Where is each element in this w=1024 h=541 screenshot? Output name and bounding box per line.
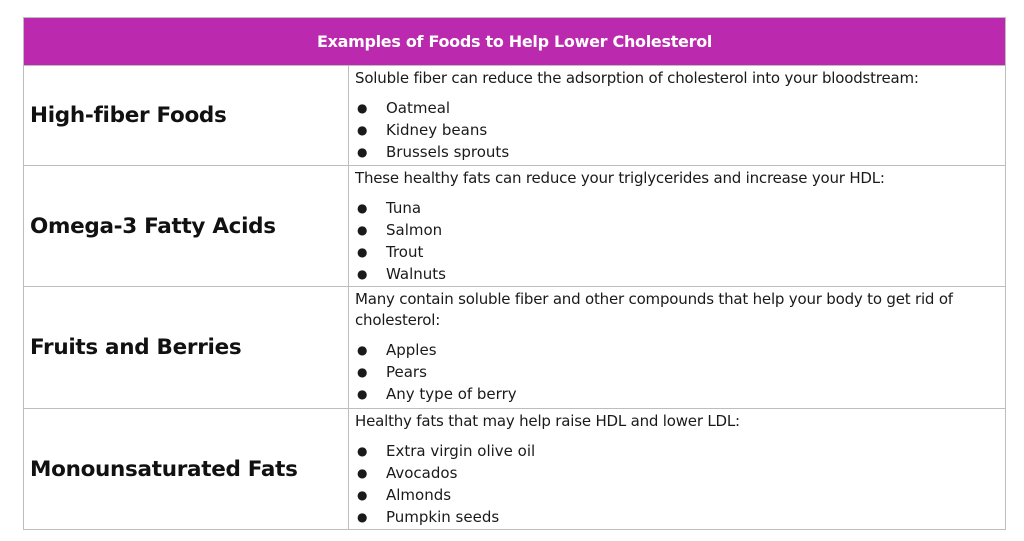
category-monounsaturated: Monounsaturated Fats	[23, 408, 349, 530]
bullet-icon: ●	[357, 488, 368, 502]
bullet-icon: ●	[357, 245, 368, 259]
description-text: Soluble fiber can reduce the adsorption …	[355, 69, 919, 87]
bullet-icon: ●	[357, 267, 368, 281]
table-row: Monounsaturated Fats Healthy fats that m…	[23, 408, 1007, 530]
bullet-icon: ●	[357, 365, 368, 379]
food-item: Salmon	[386, 221, 443, 239]
food-item: Brussels sprouts	[386, 143, 510, 161]
list-item: ● Tuna	[355, 197, 997, 219]
list-item: ● Salmon	[355, 219, 997, 241]
table-row: Fruits and Berries Many contain soluble …	[23, 286, 1007, 409]
list-item: ● Kidney beans	[355, 119, 997, 141]
description-text: Healthy fats that may help raise HDL and…	[355, 412, 740, 430]
list-item: ● Pumpkin seeds	[355, 506, 997, 528]
table-row: Omega-3 Fatty Acids These healthy fats c…	[23, 165, 1007, 287]
food-list: ● Apples ● Pears ● Any type of berry	[355, 339, 997, 405]
food-item: Avocados	[386, 464, 458, 482]
category-omega-3: Omega-3 Fatty Acids	[23, 165, 349, 287]
list-item: ● Apples	[355, 339, 997, 361]
food-item: Pears	[386, 363, 427, 381]
food-list: ● Oatmeal ● Kidney beans ● Brussels sprouts	[355, 97, 997, 163]
list-item: ● Pears	[355, 361, 997, 383]
cholesterol-foods-table: Examples of Foods to Help Lower Choleste…	[22, 17, 1007, 530]
description-cell: Healthy fats that may help raise HDL and…	[347, 408, 1007, 530]
food-item: Kidney beans	[386, 121, 488, 139]
bullet-icon: ●	[357, 343, 368, 357]
food-item: Extra virgin olive oil	[386, 442, 536, 460]
description-cell: Many contain soluble fiber and other com…	[347, 286, 1007, 409]
description-text: Many contain soluble fiber and other com…	[355, 290, 953, 329]
bullet-icon: ●	[357, 101, 368, 115]
bullet-icon: ●	[357, 145, 368, 159]
description-text: These healthy fats can reduce your trigl…	[355, 169, 885, 187]
table-title: Examples of Foods to Help Lower Choleste…	[22, 17, 1007, 66]
description-cell: These healthy fats can reduce your trigl…	[347, 165, 1007, 287]
description-cell: Soluble fiber can reduce the adsorption …	[347, 65, 1007, 166]
list-item: ● Any type of berry	[355, 383, 997, 405]
bullet-icon: ●	[357, 466, 368, 480]
bullet-icon: ●	[357, 123, 368, 137]
bullet-icon: ●	[357, 201, 368, 215]
table-row: High-fiber Foods Soluble fiber can reduc…	[23, 65, 1007, 166]
list-item: ● Extra virgin olive oil	[355, 440, 997, 462]
category-fruits-berries: Fruits and Berries	[23, 286, 349, 409]
bullet-icon: ●	[357, 387, 368, 401]
food-item: Almonds	[386, 486, 452, 504]
category-high-fiber: High-fiber Foods	[23, 65, 349, 166]
list-item: ● Avocados	[355, 462, 997, 484]
food-item: Oatmeal	[386, 99, 451, 117]
bullet-icon: ●	[357, 444, 368, 458]
list-item: ● Almonds	[355, 484, 997, 506]
bullet-icon: ●	[357, 510, 368, 524]
list-item: ● Trout	[355, 241, 997, 263]
food-item: Apples	[386, 341, 437, 359]
food-item: Walnuts	[386, 265, 446, 283]
food-item: Tuna	[386, 199, 422, 217]
food-list: ● Tuna ● Salmon ● Trout ● Walnuts	[355, 197, 997, 285]
food-item: Trout	[386, 243, 424, 261]
list-item: ● Oatmeal	[355, 97, 997, 119]
list-item: ● Walnuts	[355, 263, 997, 285]
bullet-icon: ●	[357, 223, 368, 237]
food-list: ● Extra virgin olive oil ● Avocados ● Almon…	[355, 440, 997, 528]
food-item: Any type of berry	[386, 385, 517, 403]
list-item: ● Brussels sprouts	[355, 141, 997, 163]
food-item: Pumpkin seeds	[386, 508, 500, 526]
